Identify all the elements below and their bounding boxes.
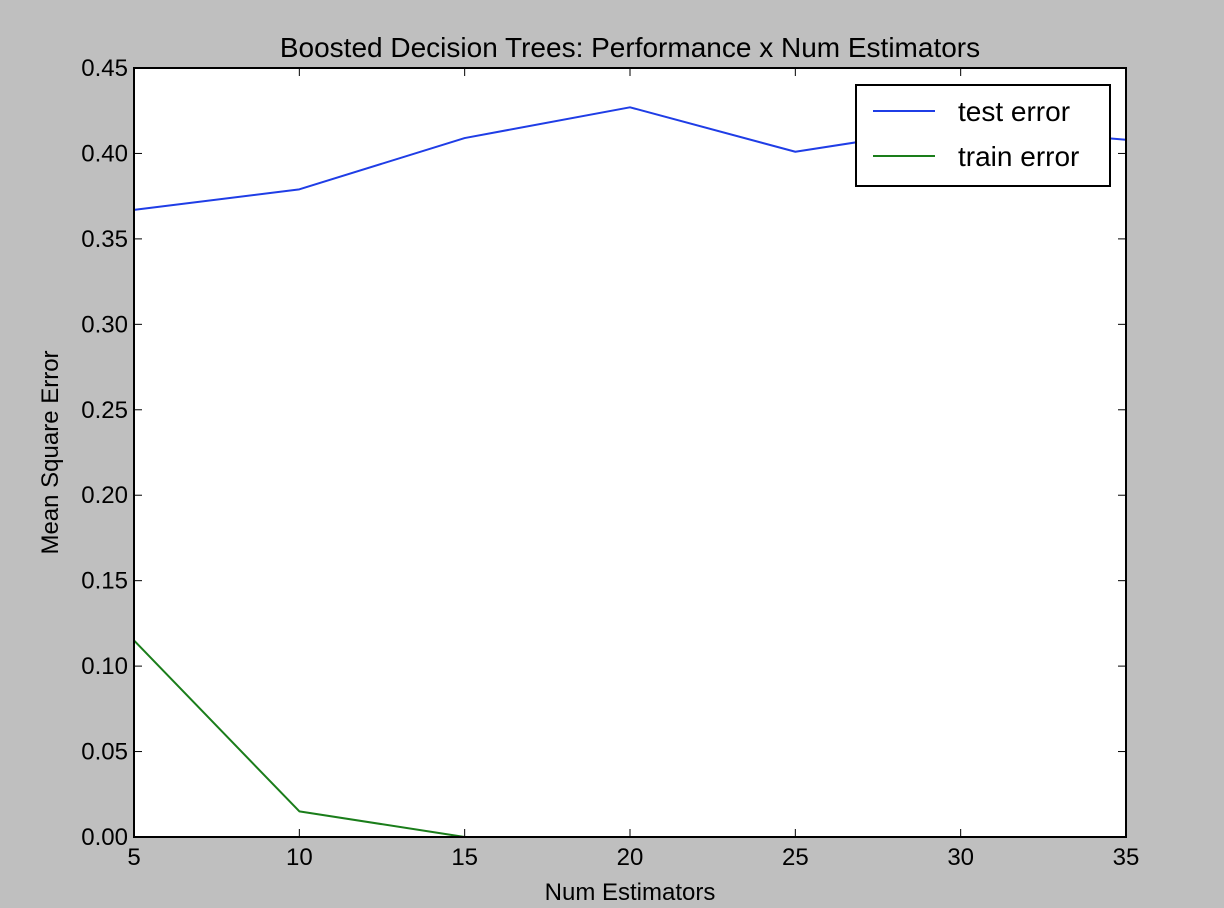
chart-title: Boosted Decision Trees: Performance x Nu… [280, 32, 980, 63]
y-tick-label: 0.40 [81, 140, 128, 167]
x-axis-label: Num Estimators [545, 879, 716, 906]
y-axis-ticks: 0.00 0.05 0.10 0.15 0.20 0.25 0.30 0.35 0.40 0.45 [81, 55, 1126, 851]
x-tick-label: 15 [451, 844, 478, 871]
plot-frame [133, 67, 1127, 838]
x-axis-ticks: 5 10 15 20 25 30 35 [127, 68, 1139, 871]
legend-label-train-error: train error [958, 141, 1079, 172]
y-tick-label: 0.10 [81, 653, 128, 680]
y-tick-label: 0.30 [81, 311, 128, 338]
x-tick-label: 5 [127, 844, 140, 871]
x-tick-label: 10 [286, 844, 313, 871]
plot-area-background [134, 68, 1126, 837]
y-tick-label: 0.00 [81, 824, 128, 851]
y-axis-label: Mean Square Error [37, 350, 64, 554]
y-tick-label: 0.05 [81, 739, 128, 766]
legend-box [855, 84, 1111, 187]
y-tick-label: 0.45 [81, 55, 128, 82]
x-tick-label: 20 [617, 844, 644, 871]
legend-label-test-error: test error [958, 96, 1070, 127]
y-tick-label: 0.15 [81, 568, 128, 595]
x-tick-label: 30 [947, 844, 974, 871]
y-tick-label: 0.35 [81, 226, 128, 253]
legend: test error train error [855, 84, 1111, 187]
y-tick-label: 0.20 [81, 482, 128, 509]
x-tick-label: 25 [782, 844, 809, 871]
y-tick-label: 0.25 [81, 397, 128, 424]
x-tick-label: 35 [1113, 844, 1140, 871]
